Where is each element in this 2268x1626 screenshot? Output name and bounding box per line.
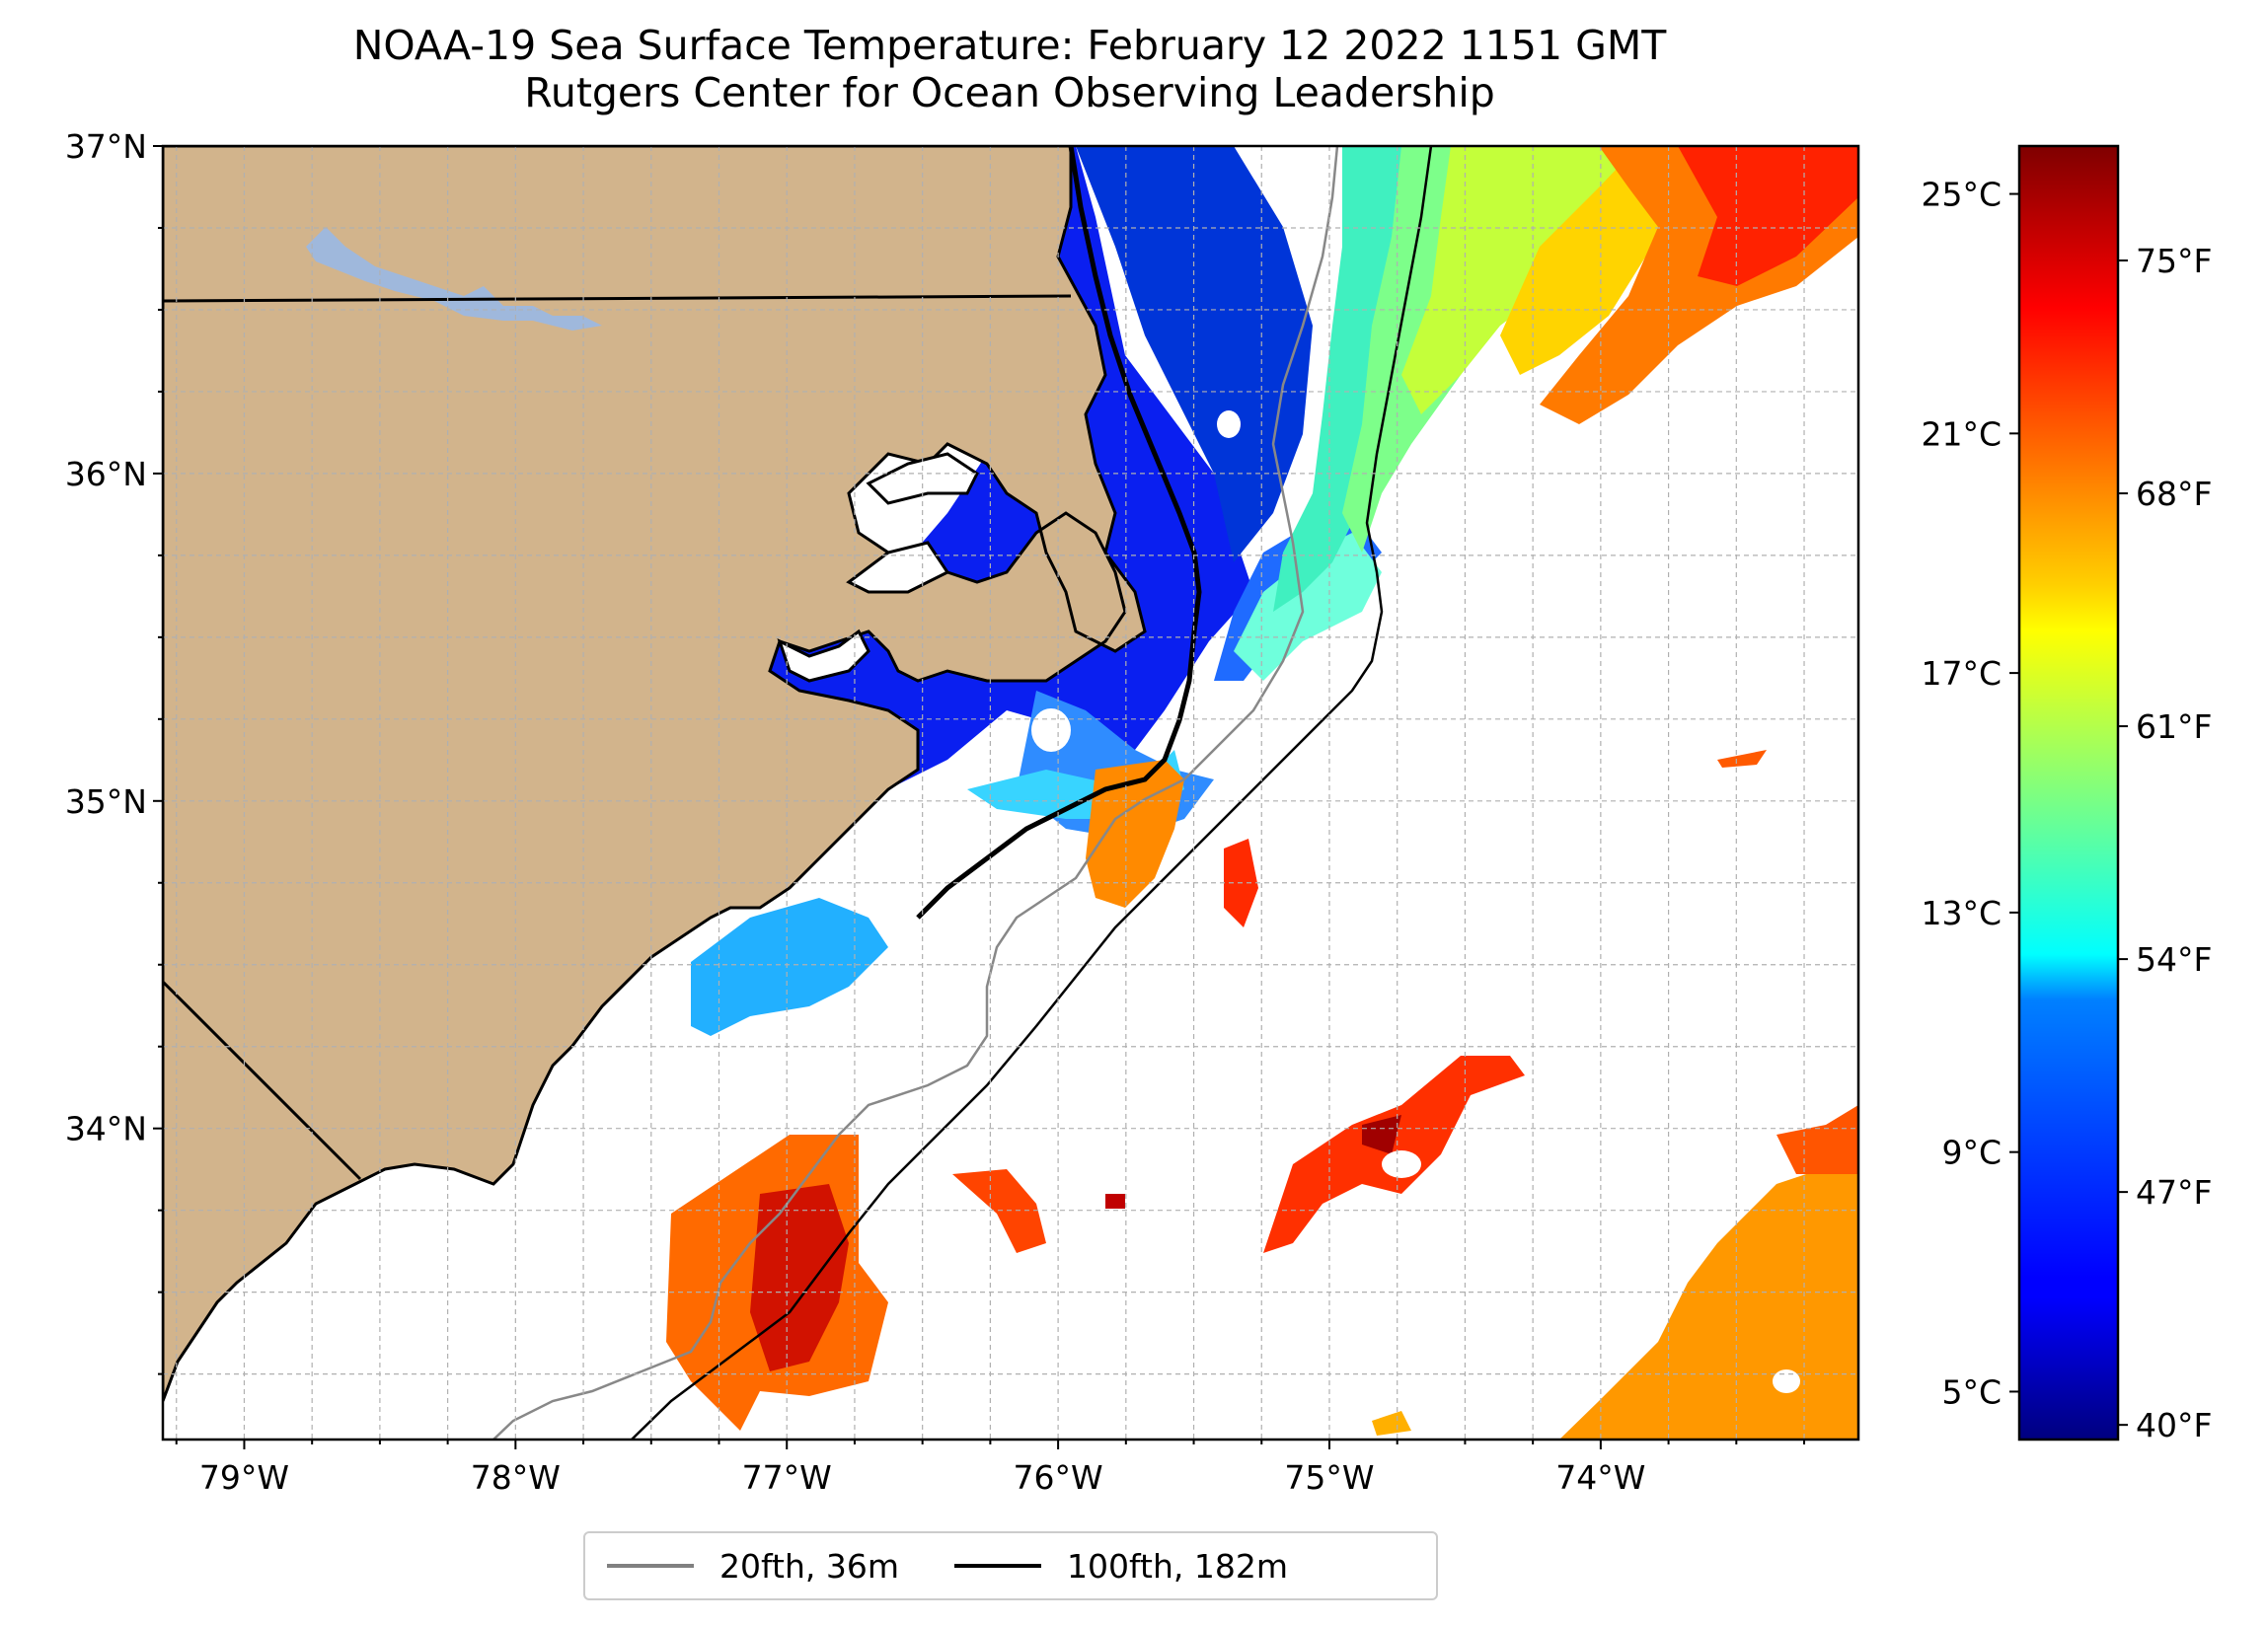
colorbar-fahrenheit-label: 61°F [2136,707,2212,746]
colorbar-fahrenheit-label: 75°F [2136,242,2212,280]
legend-label-20fth: 20fth, 36m [719,1546,899,1586]
legend-item-20fth: 20fth, 36m [607,1547,899,1586]
colorbar-celsius-label: 17°C [1921,654,2002,693]
colorbar-celsius-label: 21°C [1921,414,2002,453]
lon-tick-label: 74°W [1555,1458,1645,1497]
sst-warm-patches [666,750,1858,1440]
county-border [163,980,362,1181]
colorbar-celsius-label: 5°C [1941,1372,2002,1411]
outer-banks [916,146,1202,920]
map-frame [161,144,1860,1441]
kerr-lake-shape [306,227,602,331]
state-border [163,294,1072,303]
lat-tick-label: 37°N [65,127,147,166]
map-title: NOAA-19 Sea Surface Temperature: Februar… [161,22,1858,116]
map-gridlines [163,146,1858,1440]
colorbar-gradient [2017,144,2120,1441]
longitude-axis: 79°W 78°W 77°W 76°W 75°W 74°W [175,1440,1806,1497]
colorbar-celsius-label: 25°C [1921,176,2002,214]
legend-swatch-100fth [954,1564,1041,1568]
legend: 20fth, 36m 100fth, 182m [583,1531,1438,1600]
cloud-gaps [1031,404,1800,1393]
lon-tick-label: 77°W [742,1458,832,1497]
lat-tick-label: 34°N [65,1110,147,1148]
colorbar-fahrenheit-label: 54°F [2136,940,2212,979]
title-line-2: Rutgers Center for Ocean Observing Leade… [524,69,1495,116]
legend-item-100fth: 100fth, 182m [954,1547,1288,1586]
latitude-axis: 37°N 36°N 35°N 34°N [65,127,163,1375]
legend-swatch-20fth [607,1564,694,1568]
lon-tick-label: 76°W [1014,1458,1103,1497]
lon-tick-label: 79°W [199,1458,289,1497]
lon-tick-label: 78°W [471,1458,561,1497]
colorbar-celsius-axis: 25°C 21°C 17°C 13°C 9°C 5°C [1921,176,2019,1411]
sst-warm-north [1273,146,1858,612]
colorbar-fahrenheit-label: 40°F [2136,1406,2212,1444]
legend-label-100fth: 100fth, 182m [1067,1546,1288,1586]
lon-tick-label: 75°W [1284,1458,1374,1497]
isobath-20fth [492,146,1339,1440]
colorbar-fahrenheit-axis: 75°F 68°F 61°F 54°F 47°F 40°F [2118,242,2212,1444]
lat-tick-label: 35°N [65,782,147,821]
lake-features [306,227,602,331]
colorbar-celsius-label: 9°C [1941,1134,2002,1172]
title-line-1: NOAA-19 Sea Surface Temperature: Februar… [352,22,1667,69]
colorbar-celsius-label: 13°C [1921,894,2002,932]
lat-tick-label: 36°N [65,455,147,493]
colorbar-fahrenheit-label: 47°F [2136,1173,2212,1212]
colorbar-fahrenheit-label: 68°F [2136,475,2212,513]
